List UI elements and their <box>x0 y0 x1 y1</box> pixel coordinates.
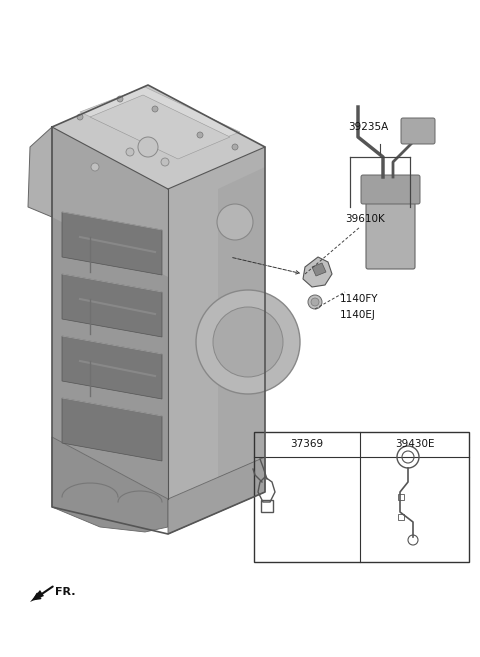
Polygon shape <box>90 95 230 159</box>
Text: 39610K: 39610K <box>345 214 385 224</box>
Bar <box>254 432 469 562</box>
Polygon shape <box>52 127 168 499</box>
Circle shape <box>91 163 99 171</box>
Circle shape <box>152 106 158 112</box>
Circle shape <box>213 307 283 377</box>
Bar <box>261 500 273 512</box>
Circle shape <box>77 114 83 120</box>
Circle shape <box>232 144 238 150</box>
Polygon shape <box>312 263 326 276</box>
Bar <box>398 514 404 520</box>
Polygon shape <box>52 85 265 189</box>
Polygon shape <box>28 127 52 217</box>
Text: 37369: 37369 <box>290 439 324 449</box>
Circle shape <box>197 132 203 138</box>
Polygon shape <box>80 87 240 157</box>
Polygon shape <box>62 274 162 337</box>
Polygon shape <box>62 212 162 275</box>
Polygon shape <box>218 167 265 479</box>
FancyBboxPatch shape <box>361 175 420 204</box>
Text: FR.: FR. <box>55 587 75 597</box>
Circle shape <box>308 295 322 309</box>
Circle shape <box>126 148 134 156</box>
Polygon shape <box>168 457 265 534</box>
FancyBboxPatch shape <box>401 118 435 144</box>
Text: 1140EJ: 1140EJ <box>340 310 376 320</box>
Circle shape <box>311 298 319 306</box>
Polygon shape <box>30 590 44 602</box>
Text: 1140FY: 1140FY <box>340 294 379 304</box>
Text: 39235A: 39235A <box>348 122 388 132</box>
Polygon shape <box>303 257 332 287</box>
Circle shape <box>138 137 158 157</box>
Circle shape <box>161 158 169 166</box>
Polygon shape <box>52 437 168 532</box>
Polygon shape <box>62 398 162 461</box>
Polygon shape <box>62 336 162 399</box>
Circle shape <box>196 290 300 394</box>
Circle shape <box>117 96 123 102</box>
FancyBboxPatch shape <box>366 200 415 269</box>
Bar <box>398 494 404 500</box>
Text: 39430E: 39430E <box>395 439 434 449</box>
Polygon shape <box>168 147 265 499</box>
Circle shape <box>217 204 253 240</box>
Polygon shape <box>52 127 168 277</box>
